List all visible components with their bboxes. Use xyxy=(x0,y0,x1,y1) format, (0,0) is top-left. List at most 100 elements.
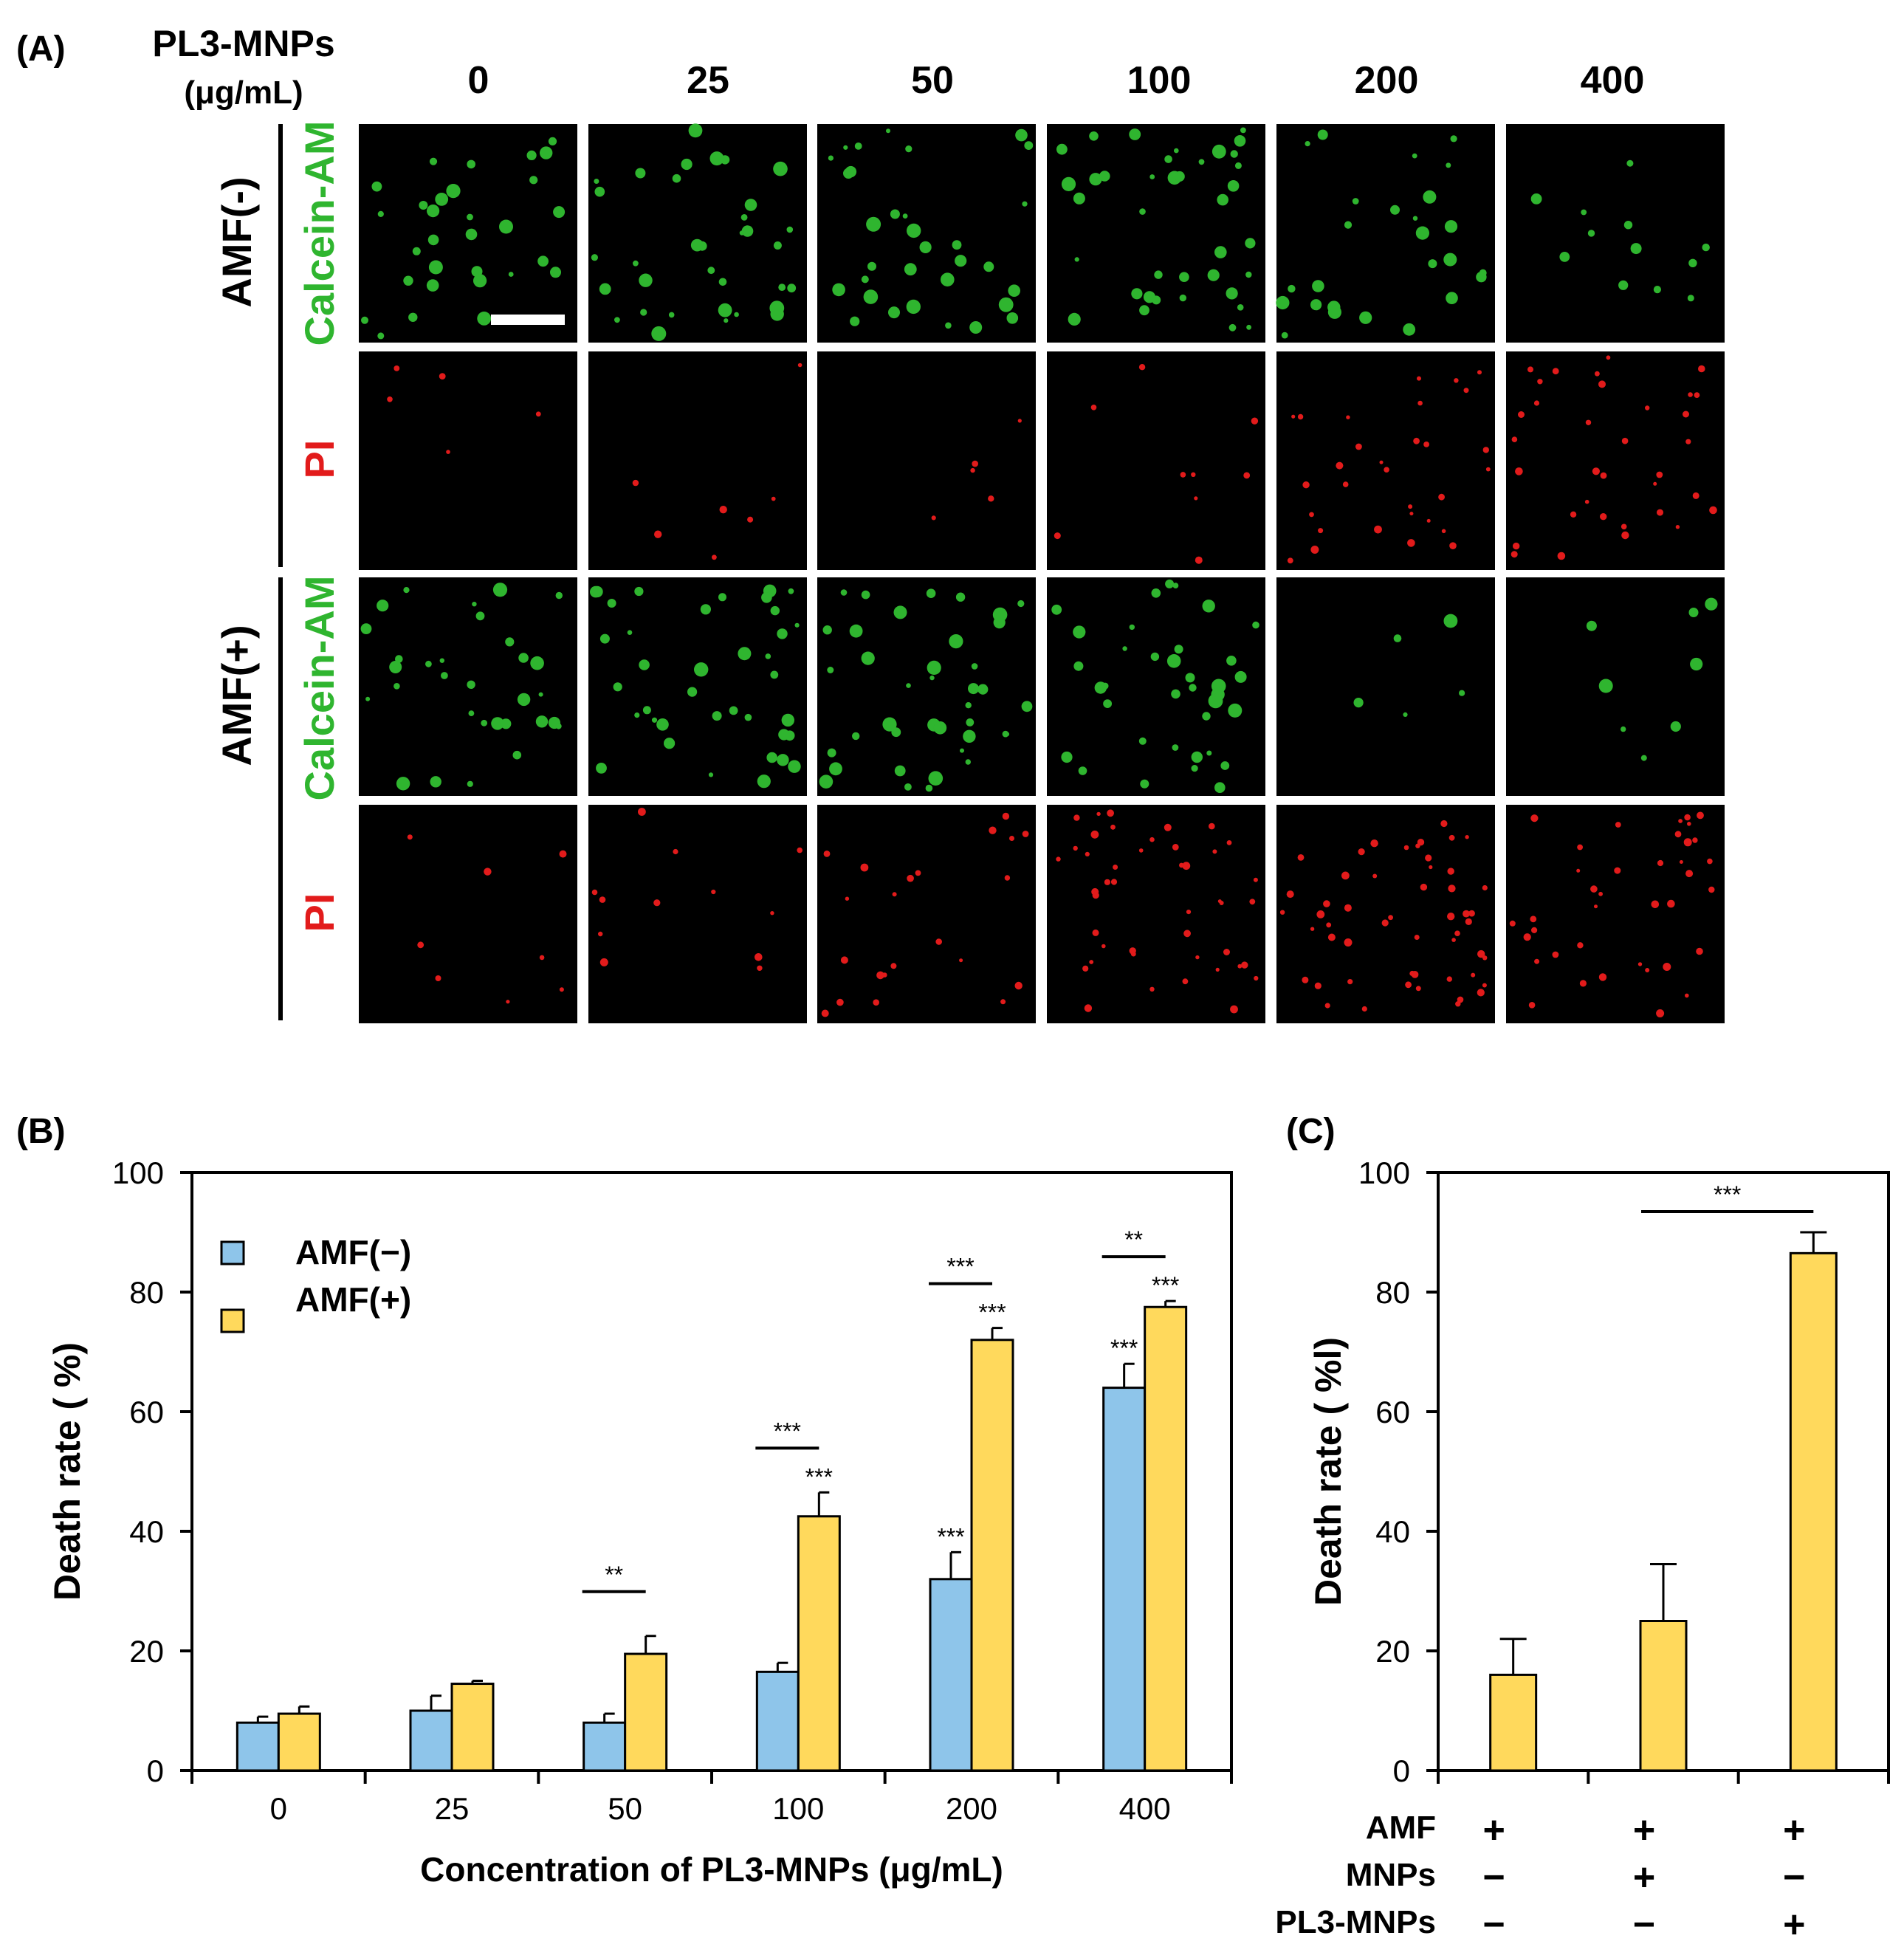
cell-dot xyxy=(505,637,515,647)
cell-dot xyxy=(955,592,966,602)
cell-dot xyxy=(1051,604,1062,615)
cell-dot xyxy=(960,748,964,753)
cell-dot xyxy=(852,732,860,741)
cell-dot xyxy=(1017,600,1025,608)
bar xyxy=(236,1721,280,1772)
cell-dot xyxy=(1463,910,1470,918)
cell-dot xyxy=(594,186,605,197)
cell-dot xyxy=(408,312,418,322)
micrograph-background xyxy=(1276,124,1495,343)
cell-dot xyxy=(1281,332,1288,339)
cell-dot xyxy=(1138,737,1147,745)
cell-dot xyxy=(1214,246,1227,258)
cell-dot xyxy=(1621,523,1627,530)
cell-dot xyxy=(1228,323,1237,332)
y-tick-label: 0 xyxy=(147,1754,164,1788)
cell-dot xyxy=(919,241,932,253)
cell-dot xyxy=(1206,750,1212,756)
cell-dot xyxy=(971,663,978,670)
cell-dot xyxy=(1423,190,1437,204)
condition-label: MNPs xyxy=(1346,1857,1436,1893)
cell-dot xyxy=(1477,989,1485,997)
cell-dot xyxy=(1099,171,1110,182)
cell-dot xyxy=(1185,673,1195,683)
cell-dot xyxy=(642,706,651,715)
micrograph-background xyxy=(1047,351,1265,570)
cell-dot xyxy=(1444,220,1458,233)
micrograph-background xyxy=(588,351,807,570)
y-tick-label: 40 xyxy=(1375,1514,1410,1549)
bar-significance-label: *** xyxy=(1152,1272,1179,1299)
cell-dot xyxy=(1459,690,1465,696)
cell-dot xyxy=(1579,980,1587,987)
cell-dot xyxy=(707,267,715,275)
cell-dot xyxy=(850,316,860,326)
cell-dot xyxy=(1226,840,1232,845)
cell-dot xyxy=(1448,834,1455,841)
cell-dot xyxy=(1552,368,1559,375)
condition-symbol: + xyxy=(1482,1809,1505,1852)
cell-dot xyxy=(970,467,975,473)
cell-dot xyxy=(1388,915,1393,921)
legend-swatch-amf-minus xyxy=(220,1240,245,1265)
cell-dot xyxy=(1403,712,1408,718)
cell-dot xyxy=(1234,162,1242,169)
bar xyxy=(797,1515,841,1772)
x-tick-label: 50 xyxy=(608,1791,642,1826)
cell-dot xyxy=(1089,960,1094,964)
cell-dot xyxy=(428,260,443,275)
cell-dot xyxy=(1022,831,1029,837)
micrograph-background xyxy=(1506,124,1725,343)
cell-dot xyxy=(843,168,854,179)
cell-dot xyxy=(468,710,475,716)
cell-dot xyxy=(1172,583,1179,588)
cell-dot xyxy=(1310,927,1315,931)
micrograph-tile xyxy=(817,805,1036,1023)
cell-dot xyxy=(1073,661,1084,671)
cell-dot xyxy=(1017,419,1022,423)
cell-dot xyxy=(1336,461,1344,470)
cell-dot xyxy=(1226,656,1237,666)
cell-dot xyxy=(861,275,869,284)
cell-dot xyxy=(1446,976,1453,982)
cell-dot xyxy=(1068,312,1081,326)
cell-dot xyxy=(1182,978,1189,985)
panel-c-label: (C) xyxy=(1286,1112,1336,1151)
cell-dot xyxy=(1370,839,1378,848)
bar xyxy=(1789,1251,1838,1772)
cell-dot xyxy=(1022,201,1028,207)
cell-dot xyxy=(1592,467,1600,475)
cell-dot xyxy=(1302,976,1309,983)
cell-dot xyxy=(1249,899,1256,905)
cell-dot xyxy=(770,911,774,916)
cell-dot xyxy=(1217,193,1228,206)
cell-dot xyxy=(773,161,788,176)
cell-dot xyxy=(718,593,726,602)
cell-dot xyxy=(1674,831,1682,838)
cell-dot xyxy=(968,683,979,695)
cell-dot xyxy=(1129,947,1136,955)
cell-dot xyxy=(1073,814,1080,821)
cell-dot xyxy=(1372,873,1378,879)
cell-dot xyxy=(1237,304,1244,311)
cell-dot xyxy=(787,284,797,293)
cell-dot xyxy=(945,322,952,329)
cell-dot xyxy=(529,176,538,185)
micrograph-tile xyxy=(1506,577,1725,796)
cell-dot xyxy=(963,729,976,743)
cell-dot xyxy=(1411,971,1419,978)
cell-dot xyxy=(1687,295,1694,302)
cell-dot xyxy=(1089,131,1099,141)
cell-dot xyxy=(1477,949,1485,958)
cell-dot xyxy=(598,931,603,937)
cell-dot xyxy=(1223,949,1230,955)
cell-dot xyxy=(467,680,475,689)
cell-dot xyxy=(681,158,692,171)
bar xyxy=(624,1652,668,1772)
cell-dot xyxy=(1006,312,1019,324)
micrograph-background xyxy=(1276,577,1495,796)
cell-dot xyxy=(700,604,712,615)
cell-dot xyxy=(1457,996,1464,1003)
bar-significance-label: *** xyxy=(1110,1335,1138,1361)
cell-dot xyxy=(1241,961,1248,969)
